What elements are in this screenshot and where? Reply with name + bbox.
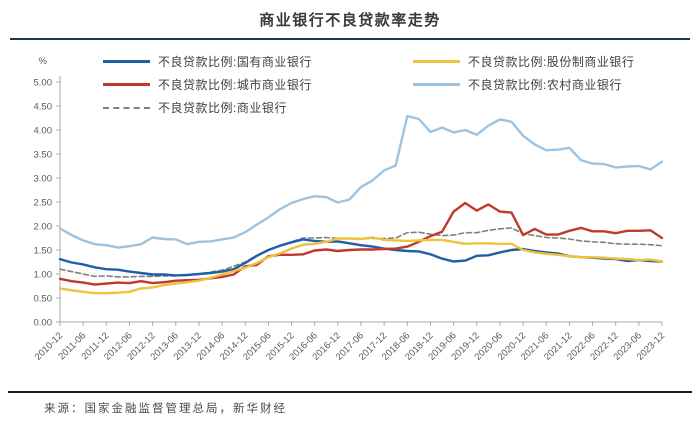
legend-label: 不良贷款比例:国有商业银行: [158, 55, 312, 69]
footer-divider: [8, 391, 692, 393]
svg-text:0.50: 0.50: [34, 294, 53, 305]
legend-label: 不良贷款比例:股份制商业银行: [468, 55, 635, 69]
svg-text:5.00: 5.00: [34, 78, 53, 89]
svg-text:2.50: 2.50: [34, 198, 53, 209]
legend-item-joint-stock: 不良贷款比例:股份制商业银行: [413, 50, 634, 73]
line-swatch-icon: [103, 83, 150, 86]
svg-text:2.00: 2.00: [34, 222, 53, 233]
svg-text:1.50: 1.50: [34, 246, 53, 257]
legend-item-state-owned: 不良贷款比例:国有商业银行: [103, 50, 312, 73]
line-swatch-icon: [413, 60, 460, 63]
source-note: 来源：国家金融监督管理总局，新华财经: [44, 403, 287, 415]
legend-label: 不良贷款比例:商业银行: [158, 101, 287, 115]
svg-text:3.00: 3.00: [34, 174, 53, 185]
svg-text:3.50: 3.50: [34, 150, 53, 161]
svg-text:4.50: 4.50: [34, 102, 53, 113]
legend-item-commercial: 不良贷款比例:商业银行: [103, 96, 312, 119]
title-divider: [10, 38, 690, 40]
legend-item-city: 不良贷款比例:城市商业银行: [103, 73, 312, 96]
dashed-line-swatch-icon: [103, 106, 150, 109]
legend-column-right: 不良贷款比例:股份制商业银行 不良贷款比例:农村商业银行: [413, 50, 634, 96]
legend: 不良贷款比例:国有商业银行 不良贷款比例:城市商业银行 不良贷款比例:商业银行 …: [0, 50, 700, 122]
legend-column-left: 不良贷款比例:国有商业银行 不良贷款比例:城市商业银行 不良贷款比例:商业银行: [103, 50, 312, 119]
legend-item-rural: 不良贷款比例:农村商业银行: [413, 73, 634, 96]
svg-text:4.00: 4.00: [34, 126, 53, 137]
legend-label: 不良贷款比例:城市商业银行: [158, 78, 312, 92]
svg-text:1.00: 1.00: [34, 270, 53, 281]
page-title: 商业银行不良贷款率走势: [259, 12, 441, 29]
line-swatch-icon: [413, 83, 460, 86]
svg-text:%: %: [39, 56, 48, 67]
line-swatch-icon: [103, 60, 150, 63]
legend-label: 不良贷款比例:农村商业银行: [468, 78, 622, 92]
svg-text:0.00: 0.00: [34, 318, 53, 329]
